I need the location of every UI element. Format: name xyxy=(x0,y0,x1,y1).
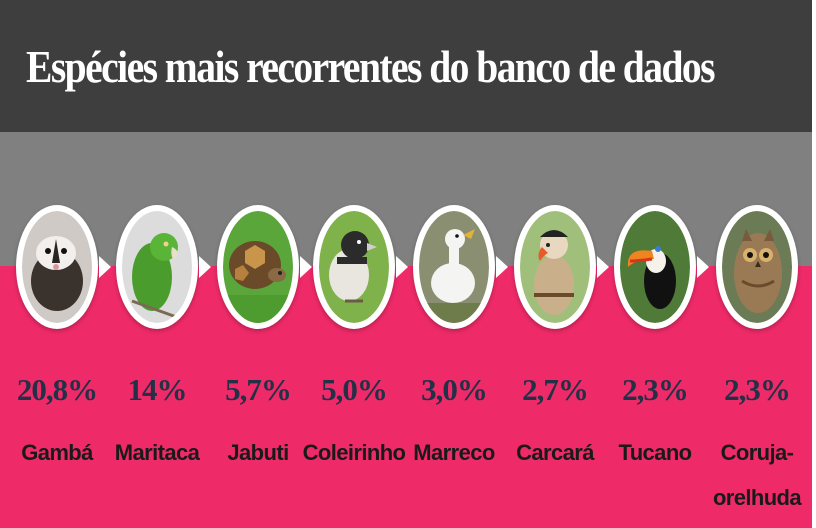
photo-illustration xyxy=(722,211,792,323)
category-label: Maritaca xyxy=(114,440,200,465)
value-label: 2,3% xyxy=(622,372,689,407)
toucan-photo xyxy=(614,205,696,329)
category-label: Tucano xyxy=(618,440,693,465)
photo-illustration xyxy=(419,211,489,323)
category-label: Marreco xyxy=(413,440,495,465)
value-label: 5,0% xyxy=(321,372,388,407)
value-label: 2,7% xyxy=(522,372,589,407)
tortoise-photo xyxy=(217,205,299,329)
duck-photo xyxy=(413,205,495,329)
category-label: Coleirinho xyxy=(302,440,406,465)
connector-arrow-icon xyxy=(496,256,508,278)
value-label: 2,3% xyxy=(724,372,791,407)
photo-illustration xyxy=(122,211,192,323)
category-label: Jabuti xyxy=(227,440,289,465)
photo-illustration xyxy=(520,211,590,323)
owl-photo xyxy=(716,205,798,329)
caracara-photo xyxy=(514,205,596,329)
value-label: 5,7% xyxy=(225,372,292,407)
title-band: Espécies mais recorrentes do banco de da… xyxy=(0,0,816,132)
connector-arrow-icon xyxy=(697,256,709,278)
connector-arrow-icon xyxy=(199,256,211,278)
seedeater-photo xyxy=(313,205,395,329)
value-label: 3,0% xyxy=(421,372,488,407)
connector-arrow-icon xyxy=(300,256,312,278)
page-title: Espécies mais recorrentes do banco de da… xyxy=(26,41,716,92)
category-label: Gambá xyxy=(21,440,93,465)
opossum-photo xyxy=(16,205,98,329)
category-label: Carcará xyxy=(516,440,594,465)
parakeet-photo xyxy=(116,205,198,329)
right-edge xyxy=(812,0,816,528)
connector-arrow-icon xyxy=(396,256,408,278)
value-label: 20,8% xyxy=(16,372,98,407)
connector-arrow-icon xyxy=(597,256,609,278)
category-label: Coruja-orelhuda xyxy=(712,440,802,510)
photo-illustration xyxy=(22,211,92,323)
photo-illustration xyxy=(223,211,293,323)
connector-arrow-icon xyxy=(99,256,111,278)
photo-illustration xyxy=(620,211,690,323)
photo-illustration xyxy=(319,211,389,323)
value-label: 14% xyxy=(127,372,188,407)
